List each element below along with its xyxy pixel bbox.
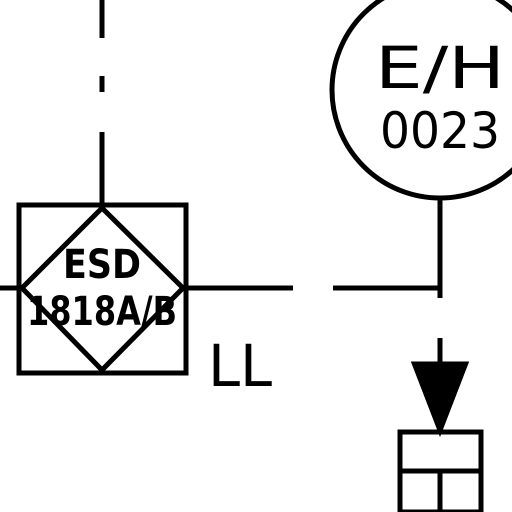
flow-arrow-icon (410, 361, 470, 438)
esd-diamond (18, 204, 187, 374)
esd-label-line2: 1818A/B (27, 289, 177, 335)
bubble-label-line1: E/H (375, 34, 505, 102)
instrument-bubble (329, 0, 512, 201)
level-tag: LL (208, 332, 272, 400)
bubble-label-line2: 0023 (380, 102, 500, 160)
esd-label-line1: ESD (63, 242, 141, 288)
